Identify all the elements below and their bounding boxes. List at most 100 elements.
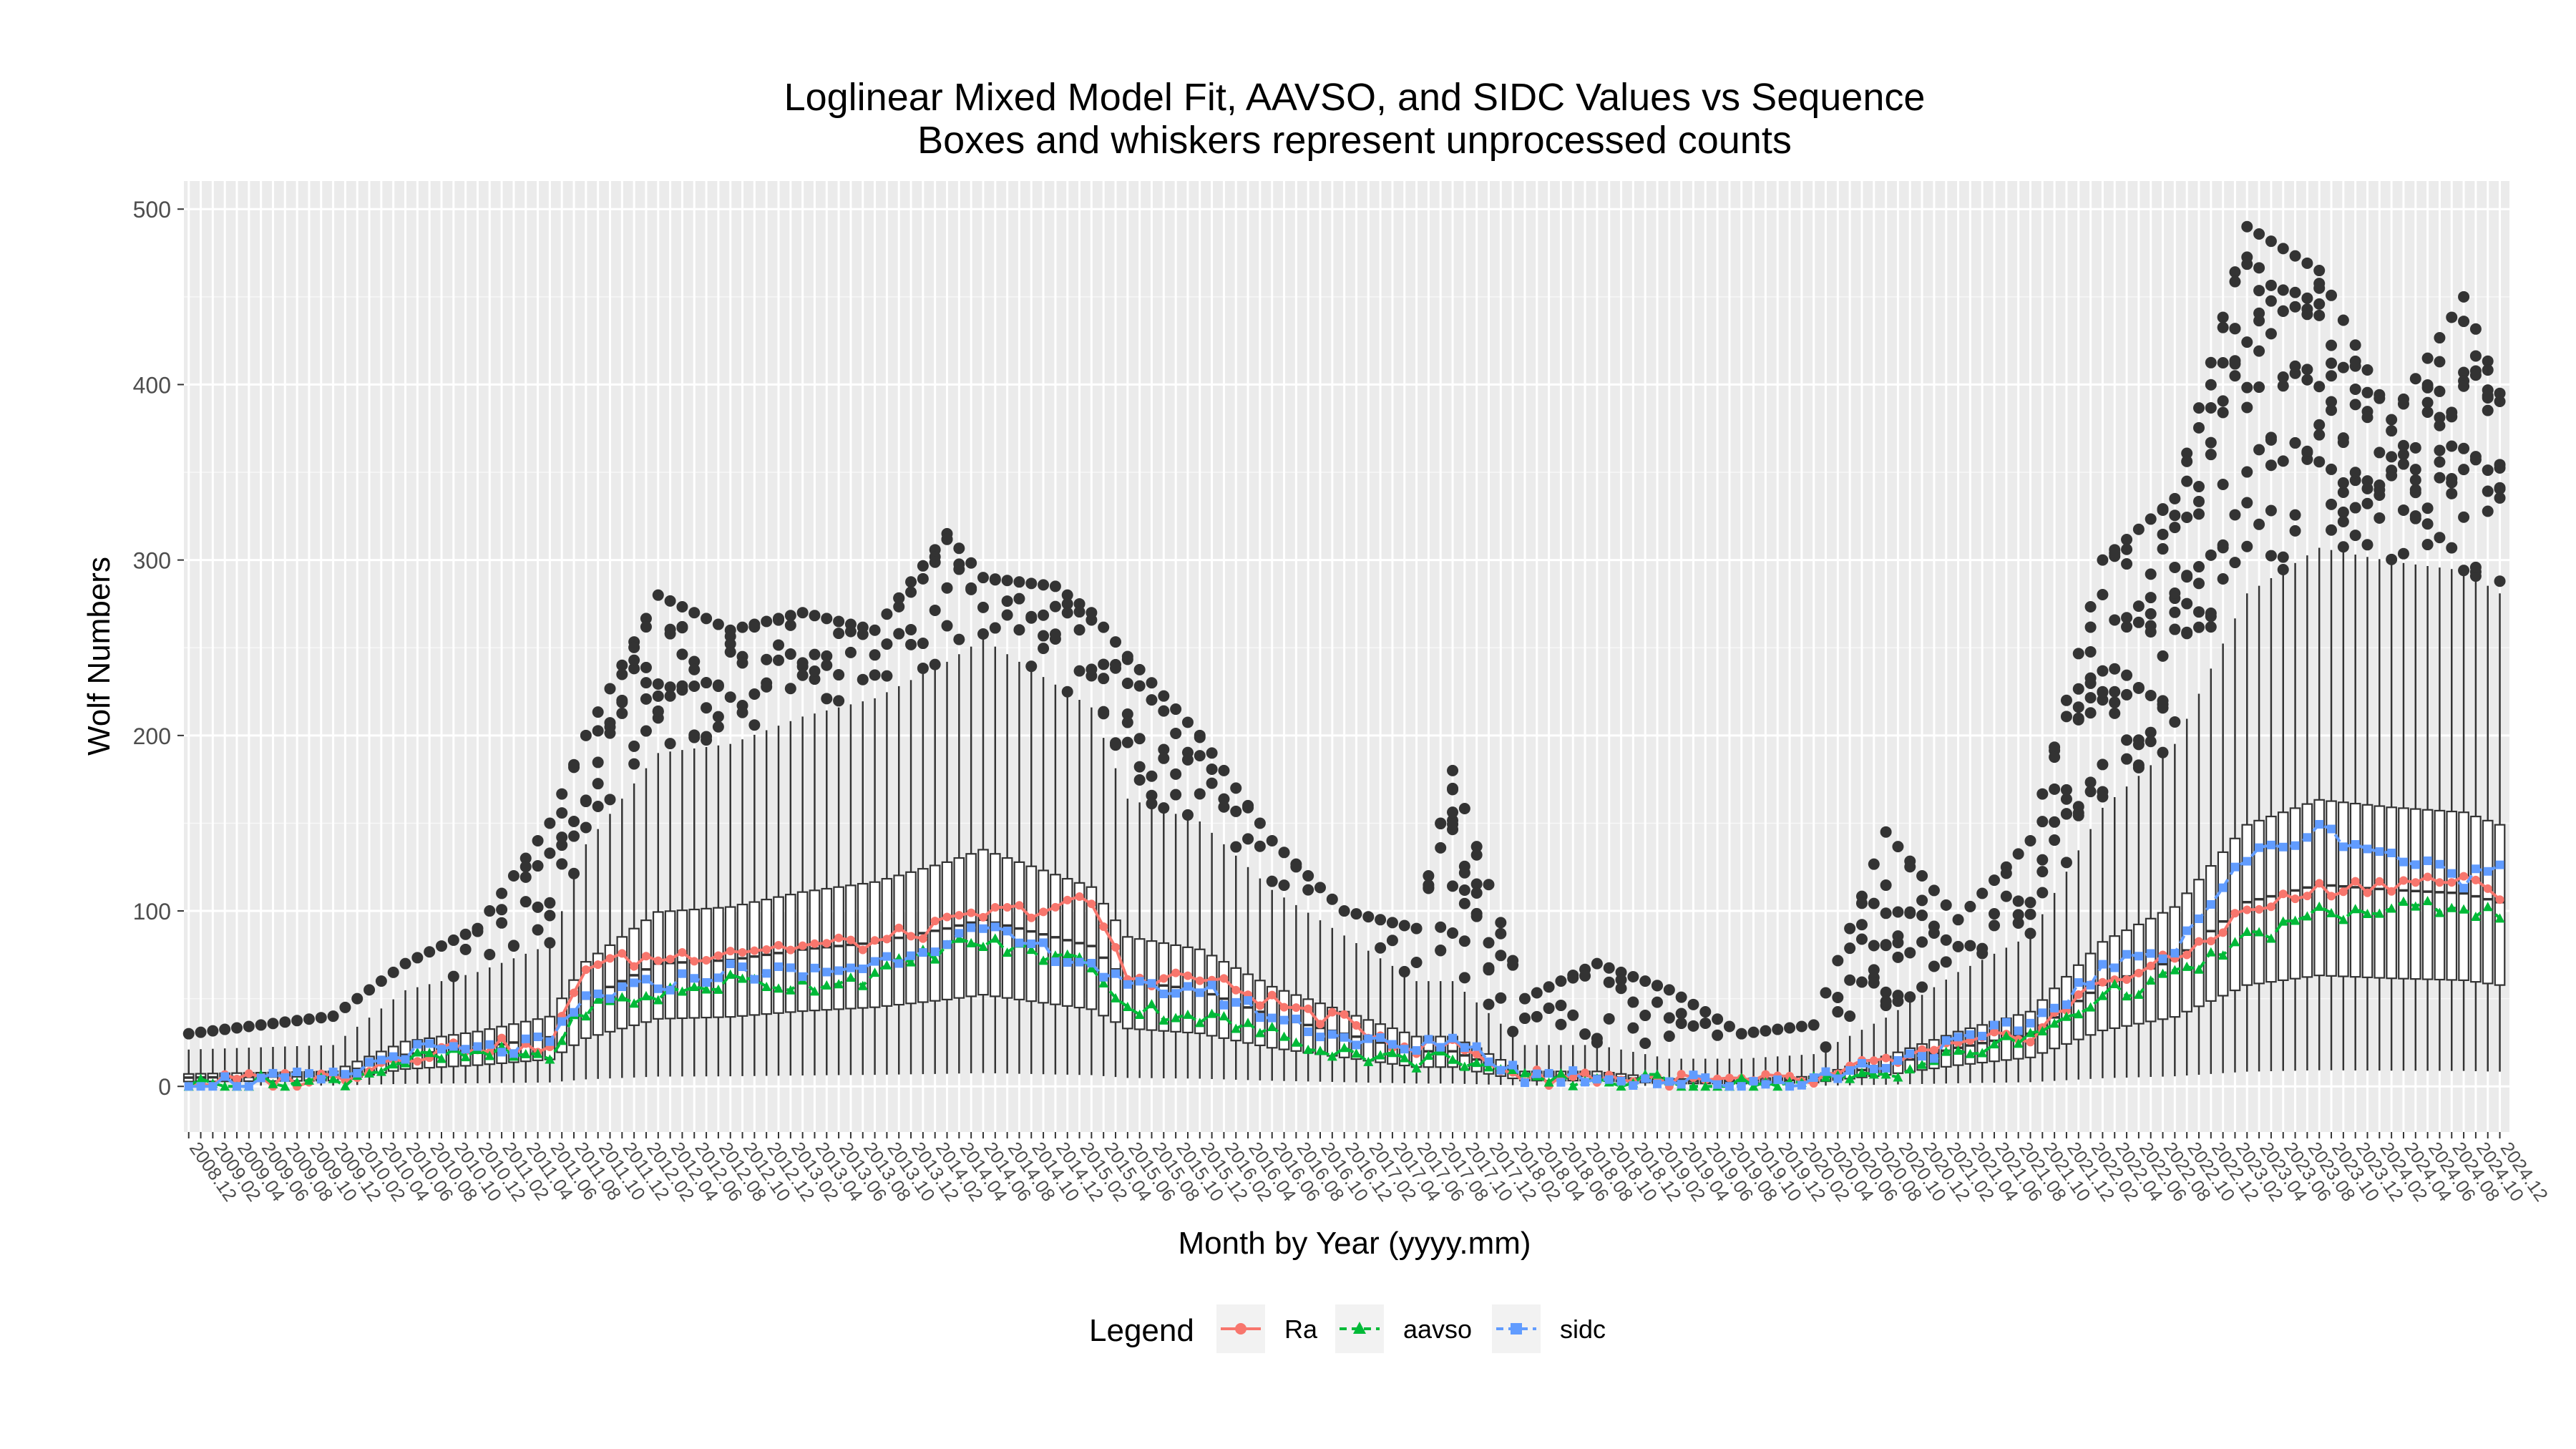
box-iqr: [2458, 811, 2469, 981]
point-ra: [618, 949, 627, 958]
outlier-point: [303, 1013, 315, 1025]
boxplot-2024.05: [2409, 373, 2421, 1071]
outlier-point: [616, 659, 628, 671]
point-sidc: [1616, 1076, 1626, 1085]
y-axis-ticks: 0 100 200 300 400 500: [133, 197, 184, 1100]
point-sidc: [1532, 1069, 1541, 1078]
outlier-point: [628, 663, 640, 675]
outlier-point: [2169, 716, 2181, 728]
point-ra: [1327, 1008, 1337, 1017]
point-aavso: [2459, 904, 2469, 914]
outlier-point: [2253, 228, 2265, 240]
point-sidc: [413, 1040, 422, 1049]
outlier-point: [2205, 379, 2217, 391]
outlier-point: [1723, 1020, 1735, 1033]
legend-square-icon: [1511, 1323, 1522, 1335]
outlier-point: [1194, 788, 1206, 800]
outlier-point: [2373, 392, 2386, 404]
point-sidc: [485, 1040, 494, 1049]
outlier-point: [2084, 786, 2097, 798]
box-iqr: [2470, 815, 2482, 983]
point-aavso: [1483, 1062, 1494, 1072]
point-aavso: [977, 941, 988, 951]
box-iqr: [1050, 874, 1061, 1005]
point-sidc: [2026, 1018, 2035, 1028]
outlier-point: [387, 966, 399, 978]
point-sidc: [834, 966, 844, 975]
point-sidc: [618, 982, 627, 992]
outlier-point: [507, 940, 519, 952]
outlier-point: [1025, 660, 1038, 673]
point-aavso: [1977, 1048, 1988, 1058]
outlier-point: [2361, 539, 2373, 551]
box-iqr: [664, 910, 676, 1020]
outlier-point: [2253, 381, 2265, 394]
outlier-point: [676, 620, 688, 633]
outlier-point: [1121, 736, 1133, 748]
outlier-point: [1302, 884, 1314, 896]
point-ra: [918, 934, 927, 943]
outlier-point: [2097, 588, 2109, 600]
outlier-point: [833, 615, 845, 628]
point-aavso: [2398, 896, 2409, 906]
outlier-point: [1447, 927, 1459, 939]
outlier-point: [796, 657, 809, 669]
point-aavso: [1182, 1009, 1193, 1019]
point-sidc: [533, 1032, 542, 1041]
outlier-point: [2145, 608, 2157, 620]
outlier-point: [351, 992, 364, 1005]
outlier-point: [2289, 250, 2301, 262]
point-aavso: [1880, 1069, 1891, 1079]
outlier-point: [1795, 1020, 1807, 1033]
point-aavso: [834, 979, 844, 989]
point-aavso: [2434, 907, 2445, 917]
box-iqr: [1085, 886, 1098, 1010]
point-sidc: [2338, 842, 2348, 852]
outlier-point: [2217, 406, 2229, 419]
point-sidc: [376, 1055, 386, 1065]
outlier-point: [701, 734, 713, 746]
outlier-point: [2132, 738, 2145, 751]
point-aavso: [966, 937, 977, 947]
outlier-point: [2132, 759, 2145, 771]
outlier-point: [2024, 908, 2036, 920]
boxplot-2015.03: [1085, 607, 1098, 1075]
point-aavso: [2278, 916, 2288, 926]
outlier-point: [592, 706, 604, 718]
point-aavso: [2085, 1002, 2096, 1012]
outlier-point: [1916, 870, 1928, 882]
outlier-point: [2121, 669, 2133, 681]
outlier-point: [664, 681, 676, 693]
point-aavso: [1134, 1010, 1145, 1020]
outlier-point: [1687, 1020, 1699, 1032]
boxplot-2022.11: [2192, 402, 2205, 1075]
point-sidc: [316, 1075, 326, 1084]
point-aavso: [2386, 903, 2397, 913]
outlier-point: [821, 650, 833, 662]
outlier-point: [1001, 609, 1013, 621]
outlier-point: [1133, 680, 1146, 692]
box-iqr: [736, 903, 748, 1017]
outlier-point: [628, 641, 640, 653]
outlier-point: [1085, 614, 1098, 626]
outlier-point: [1447, 764, 1459, 776]
box-iqr: [2205, 865, 2217, 1002]
point-sidc: [1761, 1080, 1770, 1089]
outlier-point: [1290, 861, 1302, 873]
outlier-point: [484, 948, 496, 960]
point-aavso: [2061, 1011, 2072, 1021]
outlier-point: [1543, 1002, 1555, 1015]
outlier-point: [977, 601, 989, 613]
point-aavso: [2049, 1018, 2060, 1028]
outlier-point: [1470, 841, 1483, 853]
outlier-point: [2012, 909, 2024, 921]
outlier-point: [2337, 487, 2349, 499]
outlier-point: [2326, 524, 2338, 536]
point-aavso: [1231, 1023, 1241, 1033]
outlier-point: [1555, 1018, 1567, 1030]
box-iqr: [2398, 807, 2409, 980]
series-lines: [183, 819, 2505, 1091]
outlier-point: [1158, 690, 1170, 702]
point-aavso: [1122, 1002, 1133, 1012]
